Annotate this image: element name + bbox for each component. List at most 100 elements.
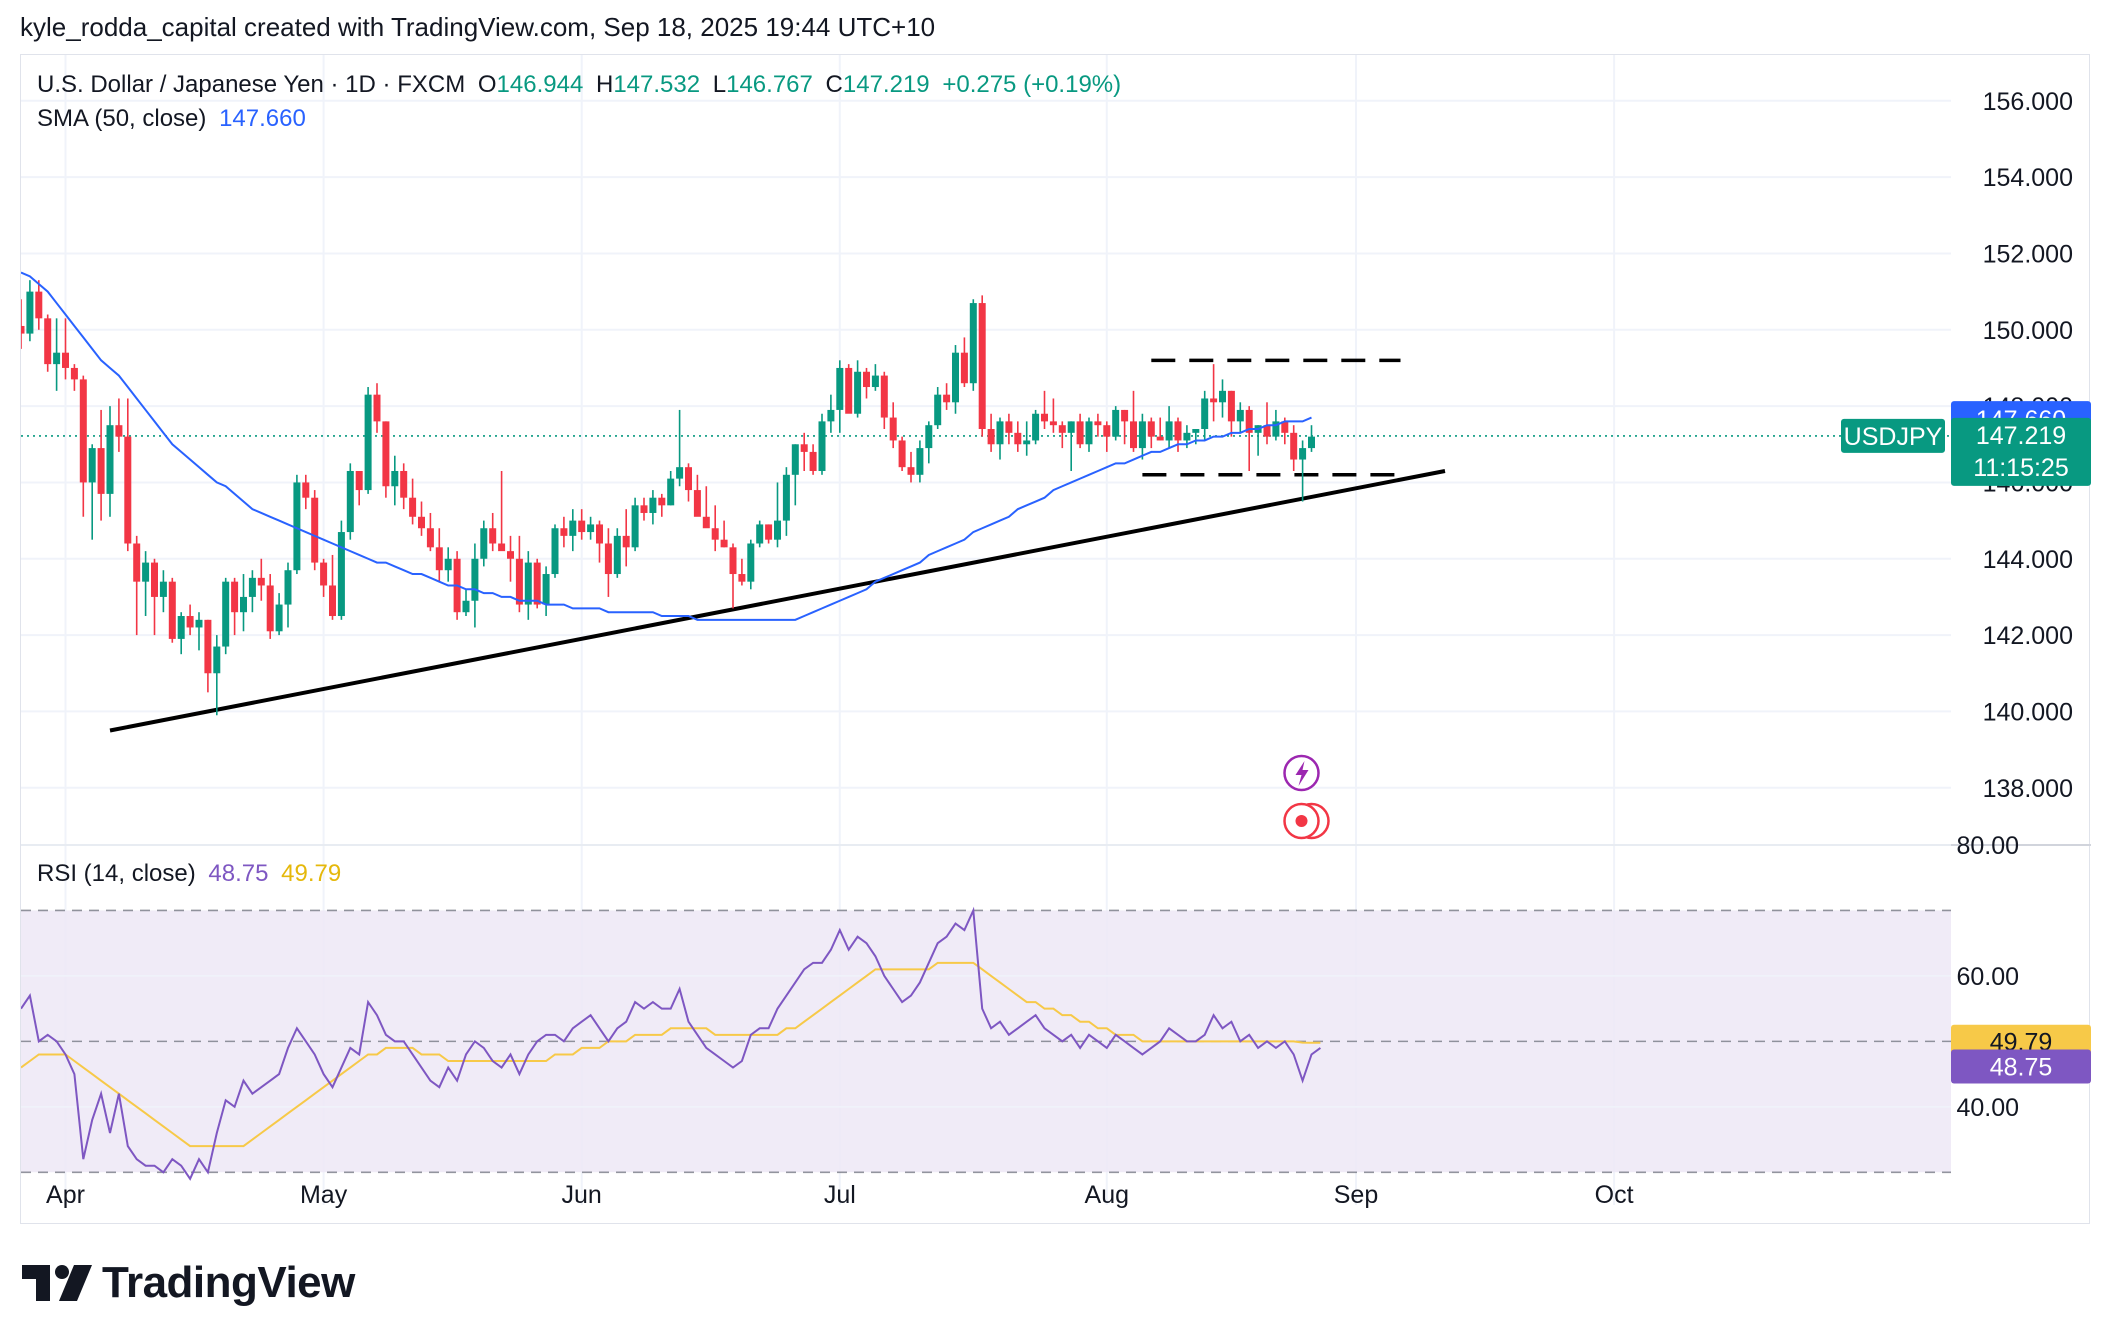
candle-body	[916, 448, 924, 475]
candle-body	[186, 616, 194, 628]
time-axis-label: Jun	[562, 1181, 602, 1209]
candle-body	[880, 375, 888, 418]
rsi-line	[21, 906, 1321, 1181]
candle-body	[1236, 409, 1244, 422]
candle-body	[960, 352, 968, 384]
candle-body	[1023, 440, 1031, 445]
time-axis-label: Apr	[46, 1181, 85, 1209]
rsi-value: 48.75	[208, 860, 269, 887]
open-label: O	[477, 71, 497, 98]
high-label: H	[595, 71, 614, 98]
candle-body	[391, 470, 399, 487]
candle-body	[302, 482, 310, 498]
candle-body	[1032, 413, 1040, 441]
price-axis-tick: 144.000	[1983, 546, 2073, 574]
rsi-badge-bg	[1951, 1049, 2091, 1084]
candle-body	[676, 467, 684, 479]
candle-body	[1130, 421, 1137, 449]
candle-body	[498, 543, 506, 552]
rsi-band	[21, 910, 1951, 1173]
candle-body	[747, 543, 755, 582]
candle-body	[284, 570, 292, 605]
open-value: 146.944	[496, 71, 584, 98]
tradingview-logo[interactable]: TradingView	[22, 1258, 355, 1308]
candle-body	[418, 516, 425, 529]
candle-body	[889, 417, 897, 441]
rsi-axis-tick: 80.00	[1956, 832, 2019, 860]
candle-body	[631, 505, 639, 548]
price-badge: 147.219	[1976, 422, 2066, 450]
candle-body	[1192, 429, 1200, 433]
candle-body	[204, 619, 212, 674]
candle-body	[782, 474, 790, 521]
candle-body	[70, 367, 78, 380]
candle-body	[560, 528, 568, 536]
candle-body	[1067, 421, 1075, 433]
chart-svg[interactable]: 156.000154.000152.000150.000148.000146.0…	[21, 55, 2091, 1225]
tradingview-logo-icon	[22, 1265, 92, 1301]
attribution-header: kyle_rodda_capital created with TradingV…	[20, 12, 936, 42]
candle-body	[1121, 409, 1129, 422]
candle-body	[515, 558, 523, 605]
economic-event-dot	[1295, 815, 1308, 827]
candle-body	[275, 604, 283, 632]
candle-body	[231, 581, 239, 613]
candle-body	[26, 291, 34, 334]
price-axis-tick: 142.000	[1983, 622, 2073, 650]
symbol-legend: U.S. Dollar / Japanese Yen · 1D · FXCM O…	[37, 71, 1127, 99]
candle-body	[1272, 421, 1280, 437]
candle-body	[409, 497, 417, 517]
candle-body	[293, 482, 301, 571]
candle-body	[1174, 421, 1182, 441]
candle-body	[827, 409, 835, 422]
time-axis-label: Oct	[1595, 1181, 1634, 1209]
price-axis-tick: 138.000	[1983, 775, 2073, 803]
candle-body	[1147, 421, 1155, 437]
candle-body	[800, 444, 808, 452]
rsi-badge: 48.75	[1990, 1054, 2053, 1082]
candle-body	[97, 448, 105, 494]
candle-body	[702, 516, 710, 529]
candle-body	[444, 558, 452, 571]
candle-body	[542, 574, 550, 605]
ticker-badge-bg	[1841, 418, 1945, 453]
candle-body	[21, 325, 25, 334]
price-axis-tick: 156.000	[1983, 88, 2073, 116]
candle-body	[142, 562, 150, 582]
candle-body	[248, 577, 256, 597]
candle-body	[373, 394, 381, 422]
low-value: 146.767	[726, 71, 813, 98]
candle-body	[578, 520, 586, 533]
candle-body	[649, 497, 657, 513]
price-axis-tick: 152.000	[1983, 240, 2073, 268]
candle-body	[1308, 436, 1315, 449]
price-axis-tick: 154.000	[1983, 164, 2073, 192]
candle-body	[898, 440, 906, 468]
lightning-event-icon	[1283, 754, 1320, 792]
candle-body	[1058, 425, 1066, 433]
candle-body	[871, 375, 879, 388]
price-axis-tick: 150.000	[1983, 317, 2073, 345]
chart-panel[interactable]: 156.000154.000152.000150.000148.000146.0…	[20, 54, 2091, 1225]
candle-body	[1210, 398, 1218, 403]
candle-body	[987, 429, 995, 445]
candle-body	[35, 291, 43, 319]
tradingview-wordmark: TradingView	[102, 1258, 355, 1307]
candle-body	[1112, 409, 1120, 437]
countdown-badge: 11:15:25	[1973, 454, 2068, 482]
candle-body	[738, 574, 746, 582]
candle-body	[133, 543, 141, 582]
candle-body	[818, 421, 826, 471]
candle-body	[1094, 421, 1102, 426]
price-axis-tick: 140.000	[1983, 698, 2073, 726]
candle-body	[934, 394, 942, 426]
candle-body	[1165, 421, 1173, 441]
candle-body	[168, 581, 176, 639]
candle-body	[969, 303, 977, 384]
candle-body	[88, 448, 96, 483]
candle-body	[1014, 432, 1022, 445]
candle-body	[1041, 413, 1048, 422]
candle-body	[480, 528, 488, 559]
time-axis-label: Sep	[1334, 1181, 1378, 1209]
rsi-ma-value: 49.79	[281, 860, 342, 887]
